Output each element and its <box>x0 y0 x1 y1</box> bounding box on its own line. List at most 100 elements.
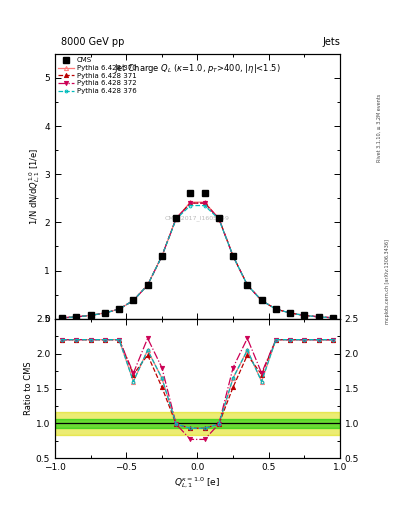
Pythia 6.428 370 <box>131 297 136 304</box>
Y-axis label: Ratio to CMS: Ratio to CMS <box>24 361 33 415</box>
Pythia 6.428 370 <box>188 199 193 205</box>
Pythia 6.428 376 <box>188 202 193 208</box>
Pythia 6.428 372 <box>103 310 107 316</box>
Text: Jet Charge $Q_L$ ($\kappa$=1.0, $p_T$>400, $|\eta|$<1.5): Jet Charge $Q_L$ ($\kappa$=1.0, $p_T$>40… <box>114 62 281 75</box>
Text: mcplots.cern.ch [arXiv:1306.3436]: mcplots.cern.ch [arXiv:1306.3436] <box>385 239 389 324</box>
CMS <box>74 314 79 320</box>
Pythia 6.428 371 <box>316 314 321 320</box>
Line: Pythia 6.428 372: Pythia 6.428 372 <box>60 201 335 320</box>
Pythia 6.428 376 <box>74 314 79 320</box>
Pythia 6.428 372 <box>160 253 164 259</box>
Pythia 6.428 371 <box>88 312 93 318</box>
Legend: CMS, Pythia 6.428 370, Pythia 6.428 371, Pythia 6.428 372, Pythia 6.428 376: CMS, Pythia 6.428 370, Pythia 6.428 371,… <box>57 56 138 96</box>
Line: Pythia 6.428 370: Pythia 6.428 370 <box>60 200 335 320</box>
CMS <box>259 297 264 304</box>
Pythia 6.428 371 <box>117 306 121 312</box>
Bar <box>55 412 340 435</box>
Pythia 6.428 372 <box>274 306 278 312</box>
Pythia 6.428 372 <box>88 312 93 318</box>
Pythia 6.428 376 <box>302 312 307 318</box>
Pythia 6.428 372 <box>259 297 264 304</box>
CMS <box>316 314 321 320</box>
Pythia 6.428 370 <box>145 282 150 288</box>
Pythia 6.428 370 <box>103 310 107 316</box>
Pythia 6.428 376 <box>316 314 321 320</box>
Text: CMS_2017_I1605749: CMS_2017_I1605749 <box>165 215 230 221</box>
Pythia 6.428 370 <box>288 310 292 316</box>
Pythia 6.428 371 <box>231 253 235 259</box>
Pythia 6.428 371 <box>131 297 136 304</box>
Pythia 6.428 376 <box>217 216 221 222</box>
Pythia 6.428 372 <box>302 312 307 318</box>
Pythia 6.428 372 <box>145 282 150 288</box>
Pythia 6.428 372 <box>231 253 235 259</box>
Pythia 6.428 372 <box>316 314 321 320</box>
Pythia 6.428 376 <box>288 310 292 316</box>
Pythia 6.428 371 <box>274 306 278 312</box>
CMS <box>131 297 136 304</box>
CMS <box>331 315 335 321</box>
CMS <box>245 282 250 288</box>
Pythia 6.428 372 <box>217 216 221 222</box>
CMS <box>302 312 307 318</box>
X-axis label: $Q^{\kappa=1.0}_{L,1}$ [e]: $Q^{\kappa=1.0}_{L,1}$ [e] <box>174 475 220 489</box>
Pythia 6.428 376 <box>174 216 178 222</box>
Line: CMS: CMS <box>59 190 336 321</box>
Text: Jets: Jets <box>322 37 340 47</box>
Pythia 6.428 376 <box>202 202 207 208</box>
Pythia 6.428 370 <box>160 253 164 259</box>
CMS <box>202 189 207 196</box>
Line: Pythia 6.428 371: Pythia 6.428 371 <box>60 201 335 320</box>
CMS <box>88 312 93 318</box>
Pythia 6.428 370 <box>60 315 64 321</box>
Pythia 6.428 371 <box>160 253 164 259</box>
Pythia 6.428 372 <box>74 314 79 320</box>
CMS <box>60 315 64 321</box>
CMS <box>117 306 121 312</box>
Pythia 6.428 372 <box>60 315 64 321</box>
Pythia 6.428 372 <box>245 282 250 288</box>
Pythia 6.428 370 <box>274 306 278 312</box>
Pythia 6.428 372 <box>202 200 207 206</box>
CMS <box>188 189 193 196</box>
Pythia 6.428 371 <box>245 282 250 288</box>
Pythia 6.428 376 <box>60 315 64 321</box>
Text: Rivet 3.1.10, ≥ 3.2M events: Rivet 3.1.10, ≥ 3.2M events <box>377 94 382 162</box>
Line: Pythia 6.428 376: Pythia 6.428 376 <box>61 204 334 319</box>
CMS <box>274 306 278 312</box>
Pythia 6.428 371 <box>60 315 64 321</box>
Pythia 6.428 376 <box>145 282 150 288</box>
Pythia 6.428 372 <box>174 216 178 222</box>
Pythia 6.428 371 <box>331 315 335 321</box>
Pythia 6.428 372 <box>288 310 292 316</box>
Pythia 6.428 371 <box>145 282 150 288</box>
Pythia 6.428 370 <box>88 312 93 318</box>
Pythia 6.428 370 <box>174 216 178 222</box>
Pythia 6.428 372 <box>331 315 335 321</box>
CMS <box>103 310 107 316</box>
Pythia 6.428 376 <box>88 312 93 318</box>
Pythia 6.428 371 <box>174 216 178 222</box>
Pythia 6.428 371 <box>259 297 264 304</box>
Pythia 6.428 370 <box>202 199 207 205</box>
Pythia 6.428 371 <box>288 310 292 316</box>
Pythia 6.428 371 <box>217 216 221 222</box>
Pythia 6.428 371 <box>302 312 307 318</box>
Pythia 6.428 371 <box>188 200 193 206</box>
CMS <box>217 215 221 221</box>
Pythia 6.428 376 <box>331 315 335 321</box>
Pythia 6.428 370 <box>245 282 250 288</box>
Pythia 6.428 376 <box>160 253 164 259</box>
Pythia 6.428 371 <box>103 310 107 316</box>
Pythia 6.428 371 <box>202 200 207 206</box>
CMS <box>160 253 164 259</box>
Pythia 6.428 372 <box>117 306 121 312</box>
Y-axis label: 1/N dN/d$Q^{1.0}_{L,1}$ [1/e]: 1/N dN/d$Q^{1.0}_{L,1}$ [1/e] <box>27 147 42 225</box>
Pythia 6.428 376 <box>131 297 136 304</box>
Pythia 6.428 370 <box>231 253 235 259</box>
Pythia 6.428 372 <box>188 200 193 206</box>
Bar <box>55 419 340 428</box>
Text: 8000 GeV pp: 8000 GeV pp <box>61 37 124 47</box>
Pythia 6.428 370 <box>331 315 335 321</box>
CMS <box>145 282 150 288</box>
